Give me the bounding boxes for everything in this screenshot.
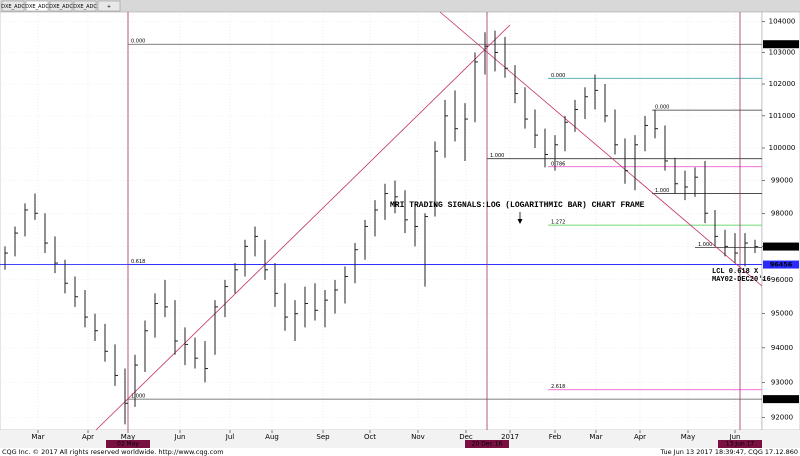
x-tick-label: Apr (634, 433, 646, 441)
grid: 0.000 1.000 0.618 0.000 1.000 0.786 1.272 2.618… (0, 12, 762, 430)
current-level-label: 96456 (770, 261, 793, 269)
footer-left: CQG Inc. © 2017 All rights reserved worl… (2, 448, 224, 456)
time-axis (0, 430, 800, 448)
x-tick-label: Sep (316, 433, 330, 441)
fib-label: 0.000 (551, 73, 565, 79)
y-tick-label: 102000 (769, 80, 796, 88)
date-marker-label: 13 Jun 17 (726, 441, 755, 448)
tab-label[interactable]: DXE_ADC (1, 4, 25, 10)
trend-line (439, 11, 763, 287)
tab-label[interactable]: DXE_ADC (73, 4, 97, 10)
x-tick-label: Jun (174, 433, 186, 441)
price-axis (761, 11, 800, 431)
date-marker-label: 02 May (117, 441, 139, 448)
arrow-head (517, 219, 523, 224)
plot-area (0, 11, 763, 431)
date-marker-box (106, 440, 150, 448)
tab[interactable] (97, 0, 121, 12)
tab-label[interactable]: + (107, 4, 111, 10)
x-tick-label: Mar (31, 433, 44, 441)
price-marker-box (763, 242, 799, 251)
fib-label: 0.618 (131, 259, 145, 265)
tab[interactable] (49, 0, 73, 12)
y-tick-label: 95000 (771, 310, 793, 318)
tab[interactable] (1, 0, 25, 12)
y-tick-label: 92000 (771, 413, 793, 421)
price-marker-label: 92520 (770, 395, 793, 403)
x-tick-label: Dec (459, 433, 473, 441)
x-tick-label: Jun (729, 433, 741, 441)
fib-label: 1.000 (698, 242, 712, 248)
x-tick-label: May (681, 433, 695, 441)
fib-label: 1.000 (490, 153, 504, 159)
x-tick-label: Apr (82, 433, 94, 441)
tab[interactable] (73, 0, 97, 12)
tab[interactable] (25, 0, 49, 12)
tab-bar (0, 0, 800, 12)
bars (4, 30, 758, 425)
x-tick-label: Nov (411, 433, 425, 441)
annotation: MRI TRADING SIGNALS:LOG (LOGARITHMIC BAR… (390, 201, 645, 210)
note: LCL 0.618 X (712, 268, 759, 276)
trend-line (95, 24, 511, 431)
fib-label: 1.272 (551, 220, 565, 226)
date-marker-box (718, 440, 762, 448)
price-marker-box (763, 40, 799, 49)
tab-label[interactable]: DXE_ADC (49, 4, 73, 10)
date-marker-label: 20 Dec 16 (472, 441, 503, 448)
x-tick-label: Oct (364, 433, 376, 441)
y-tick-label: 96000 (771, 276, 793, 284)
y-tick-label: 94000 (771, 344, 793, 352)
tab-label[interactable]: DXE_ADC (25, 4, 49, 10)
price-marker-label: 96995 (770, 243, 793, 251)
x-tick-label: Aug (265, 433, 279, 441)
fib-label: 1.000 (655, 188, 669, 194)
x-tick-label: Mar (589, 433, 602, 441)
price-marker-box (763, 395, 799, 404)
y-tick-label: 100000 (769, 144, 796, 152)
y-tick-label: 98000 (771, 209, 793, 217)
x-tick-label: Feb (549, 433, 562, 441)
price-marker-label: 103265 (767, 40, 795, 48)
x-tick-label: Jul (225, 433, 235, 441)
y-tick-label: 99000 (771, 176, 793, 184)
fib-label: 0.786 (551, 161, 565, 167)
x-tick-label: May (121, 433, 135, 441)
fib-label: 0.000 (131, 39, 145, 45)
fib-label: 1.000 (131, 394, 145, 400)
fib-label: 0.000 (655, 105, 669, 111)
y-tick-label: 104000 (769, 17, 796, 25)
footer-right: Tue Jun 13 2017 18:39:47, CQG 17.12.860 (660, 448, 799, 456)
note: MAY02-DEC20'16 (712, 276, 771, 284)
x-tick-label: 2017 (501, 433, 519, 441)
date-marker-box (465, 440, 509, 448)
y-tick-label: 101000 (769, 112, 796, 120)
y-tick-label: 103000 (769, 49, 796, 57)
y-tick-label: 93000 (771, 378, 793, 386)
fib-label: 2.618 (551, 384, 565, 390)
current-level-box (763, 260, 799, 269)
